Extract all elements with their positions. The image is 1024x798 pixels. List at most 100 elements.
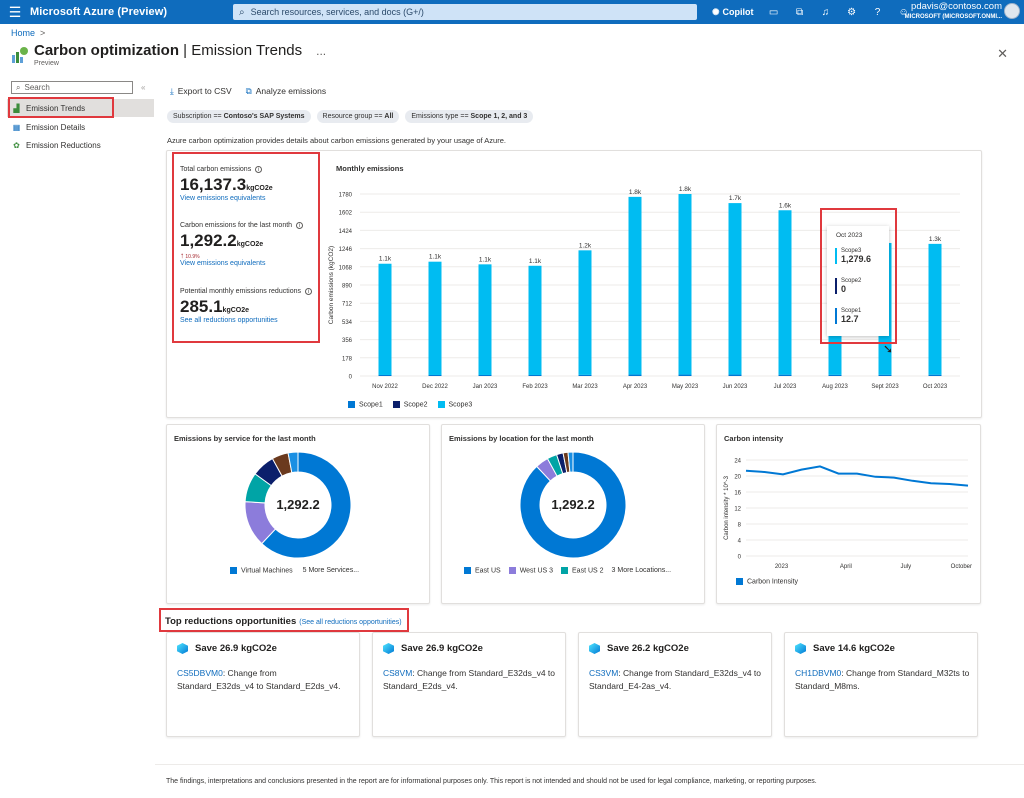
- y-tick-label: 20: [734, 475, 741, 481]
- legend-scope1[interactable]: Scope1: [348, 401, 383, 408]
- tooltip-value: 1,279.6: [841, 254, 872, 264]
- kpi-value: 1,292.2: [180, 231, 237, 250]
- close-icon[interactable]: ✕: [997, 46, 1008, 61]
- x-tick-label: October: [951, 564, 972, 570]
- filter-resource-group[interactable]: Resource group == All: [316, 110, 400, 123]
- filter-key: Subscription ==: [173, 113, 222, 120]
- more-options-button[interactable]: ...: [316, 44, 327, 58]
- vm-link[interactable]: CS5DBVM0: [177, 668, 223, 678]
- service-legend: Virtual Machines 5 More Services...: [230, 567, 359, 574]
- bell-icon[interactable]: ♫: [821, 6, 830, 18]
- mouse-cursor-icon: ➘: [883, 342, 894, 356]
- legend-scope3[interactable]: Scope3: [437, 401, 473, 409]
- analyze-icon: ⧉: [245, 86, 252, 96]
- kpi-change: 10.9%: [185, 254, 200, 260]
- vm-link[interactable]: CS3VM: [589, 668, 619, 678]
- legend-item[interactable]: West US 3: [508, 567, 553, 574]
- export-csv-button[interactable]: ⤓ Export to CSV: [170, 86, 232, 97]
- settings-directory-icon[interactable]: ⧉: [795, 6, 804, 18]
- account-menu[interactable]: pdavis@contoso.com MICROSOFT (MICROSOFT.…: [905, 2, 1002, 22]
- legend-label: Scope3: [448, 401, 473, 409]
- avatar[interactable]: [1004, 3, 1020, 19]
- account-name: pdavis@contoso.com: [911, 1, 1002, 12]
- y-tick-label: 1602: [339, 211, 353, 217]
- filter-key: Resource group ==: [322, 113, 383, 120]
- vm-cube-icon: [795, 643, 806, 654]
- menu-icon[interactable]: ☰: [8, 3, 22, 20]
- legend-item[interactable]: 3 More Locations...: [612, 567, 672, 574]
- y-tick-label: 356: [342, 338, 353, 344]
- info-icon[interactable]: i: [255, 166, 263, 173]
- view-equivalents-link[interactable]: View emissions equivalents: [180, 195, 266, 202]
- y-tick-label: 16: [734, 491, 741, 497]
- opportunity-card[interactable]: Save 26.9 kgCO2e CS8VM: Change from Stan…: [372, 632, 566, 737]
- bar-scope3: [928, 243, 942, 375]
- tooltip-row-scope2: Scope2 0: [835, 278, 861, 294]
- opportunity-save: Save 14.6 kgCO2e: [813, 643, 895, 654]
- analyze-emissions-button[interactable]: ⧉ Analyze emissions: [246, 86, 326, 97]
- sidebar-item-label: Emission Details: [26, 122, 86, 132]
- y-tick-label: 890: [342, 284, 353, 290]
- view-equivalents-link[interactable]: View emissions equivalents: [180, 260, 266, 267]
- intensity-line-chart: 0 4 8 12 16 20 24 Carbon intensity * 10^-3 2023 A…: [724, 459, 972, 571]
- y-tick-label: 534: [342, 320, 353, 326]
- x-tick-label: Jan 2023: [473, 384, 498, 390]
- donut-slice: [287, 451, 299, 474]
- x-tick-label: May 2023: [672, 384, 699, 390]
- vm-link[interactable]: CS8VM: [383, 668, 413, 678]
- bar-scope1: [528, 374, 542, 376]
- legend-item[interactable]: East US 2: [561, 567, 604, 574]
- portal-brand[interactable]: Microsoft Azure (Preview): [30, 6, 168, 18]
- feedback-icon[interactable]: ☺: [898, 6, 909, 18]
- see-reductions-link[interactable]: See all reductions opportunities: [180, 317, 278, 324]
- legend-item[interactable]: 5 More Services...: [303, 567, 359, 574]
- sidebar-item-emission-trends[interactable]: ▟ Emission Trends: [7, 99, 154, 117]
- gear-icon[interactable]: ⚙: [847, 6, 857, 18]
- sidebar-search-input[interactable]: ⌕ Search: [11, 81, 133, 94]
- bar-scope1: [628, 374, 642, 376]
- donut-slice: [567, 451, 574, 473]
- service-chart-title: Emissions by service for the last month: [174, 434, 316, 443]
- sidebar-item-label: Emission Trends: [26, 103, 86, 113]
- copilot-button[interactable]: ✺ Copilot: [712, 7, 754, 18]
- global-search-input[interactable]: ⌕ Search resources, services, and docs (…: [233, 4, 697, 20]
- opportunity-card[interactable]: Save 26.9 kgCO2e CS5DBVM0: Change from S…: [166, 632, 360, 737]
- legend-item[interactable]: Carbon Intensity: [736, 578, 798, 585]
- legend-item[interactable]: East US: [464, 567, 501, 574]
- terminal-icon[interactable]: ▭: [768, 6, 779, 18]
- filter-emissions-type[interactable]: Emissions type == Scope 1, 2, and 3: [405, 110, 534, 123]
- sidebar-search-placeholder: Search: [24, 83, 50, 92]
- legend-item[interactable]: Virtual Machines: [230, 567, 293, 574]
- bar-scope3: [578, 250, 592, 375]
- kpi-unit: kgCO2e: [222, 307, 250, 314]
- page-title: Carbon optimization | Emission Trends...: [34, 42, 326, 59]
- filter-subscription[interactable]: Subscription == Contoso's SAP Systems: [167, 110, 311, 123]
- help-icon[interactable]: ?: [874, 6, 881, 18]
- sidebar-item-emission-details[interactable]: ▦ Emission Details: [7, 118, 154, 136]
- x-tick-label: Dec 2022: [422, 384, 448, 390]
- y-tick-label: 1246: [339, 247, 353, 253]
- info-icon[interactable]: i: [296, 222, 304, 229]
- breadcrumb-home[interactable]: Home: [11, 28, 36, 38]
- legend-label: Carbon Intensity: [747, 578, 798, 586]
- vm-link[interactable]: CH1DBVM0: [795, 668, 842, 678]
- bar-scope1: [578, 374, 592, 376]
- y-axis-label: Carbon emissions (kgCO2): [328, 246, 335, 324]
- service-donut-center: 1,292.2: [276, 497, 320, 512]
- legend-scope2[interactable]: Scope2: [392, 401, 428, 408]
- see-all-opportunities-link[interactable]: (See all reductions opportunities): [299, 619, 402, 626]
- monthly-legend: Scope1 Scope2 Scope3: [348, 401, 472, 408]
- bar-scope3: [678, 194, 692, 375]
- sidebar-item-emission-reductions[interactable]: ✿ Emission Reductions: [7, 136, 154, 154]
- details-icon: ▦: [12, 122, 21, 132]
- info-icon[interactable]: i: [305, 288, 313, 295]
- filter-key: Emissions type ==: [411, 113, 469, 120]
- collapse-sidebar-icon[interactable]: «: [141, 83, 146, 92]
- arrow-up-icon: ↑: [180, 251, 184, 260]
- opportunity-card[interactable]: Save 14.6 kgCO2e CH1DBVM0: Change from S…: [784, 632, 978, 737]
- tooltip-value: 0: [841, 284, 847, 294]
- opportunity-text: : Change from Standard_M32ts to Standard…: [795, 668, 970, 691]
- opportunity-card[interactable]: Save 26.2 kgCO2e CS3VM: Change from Stan…: [578, 632, 772, 737]
- tooltip-title: Oct 2023: [836, 232, 863, 239]
- x-tick-label: Sept 2023: [871, 384, 899, 390]
